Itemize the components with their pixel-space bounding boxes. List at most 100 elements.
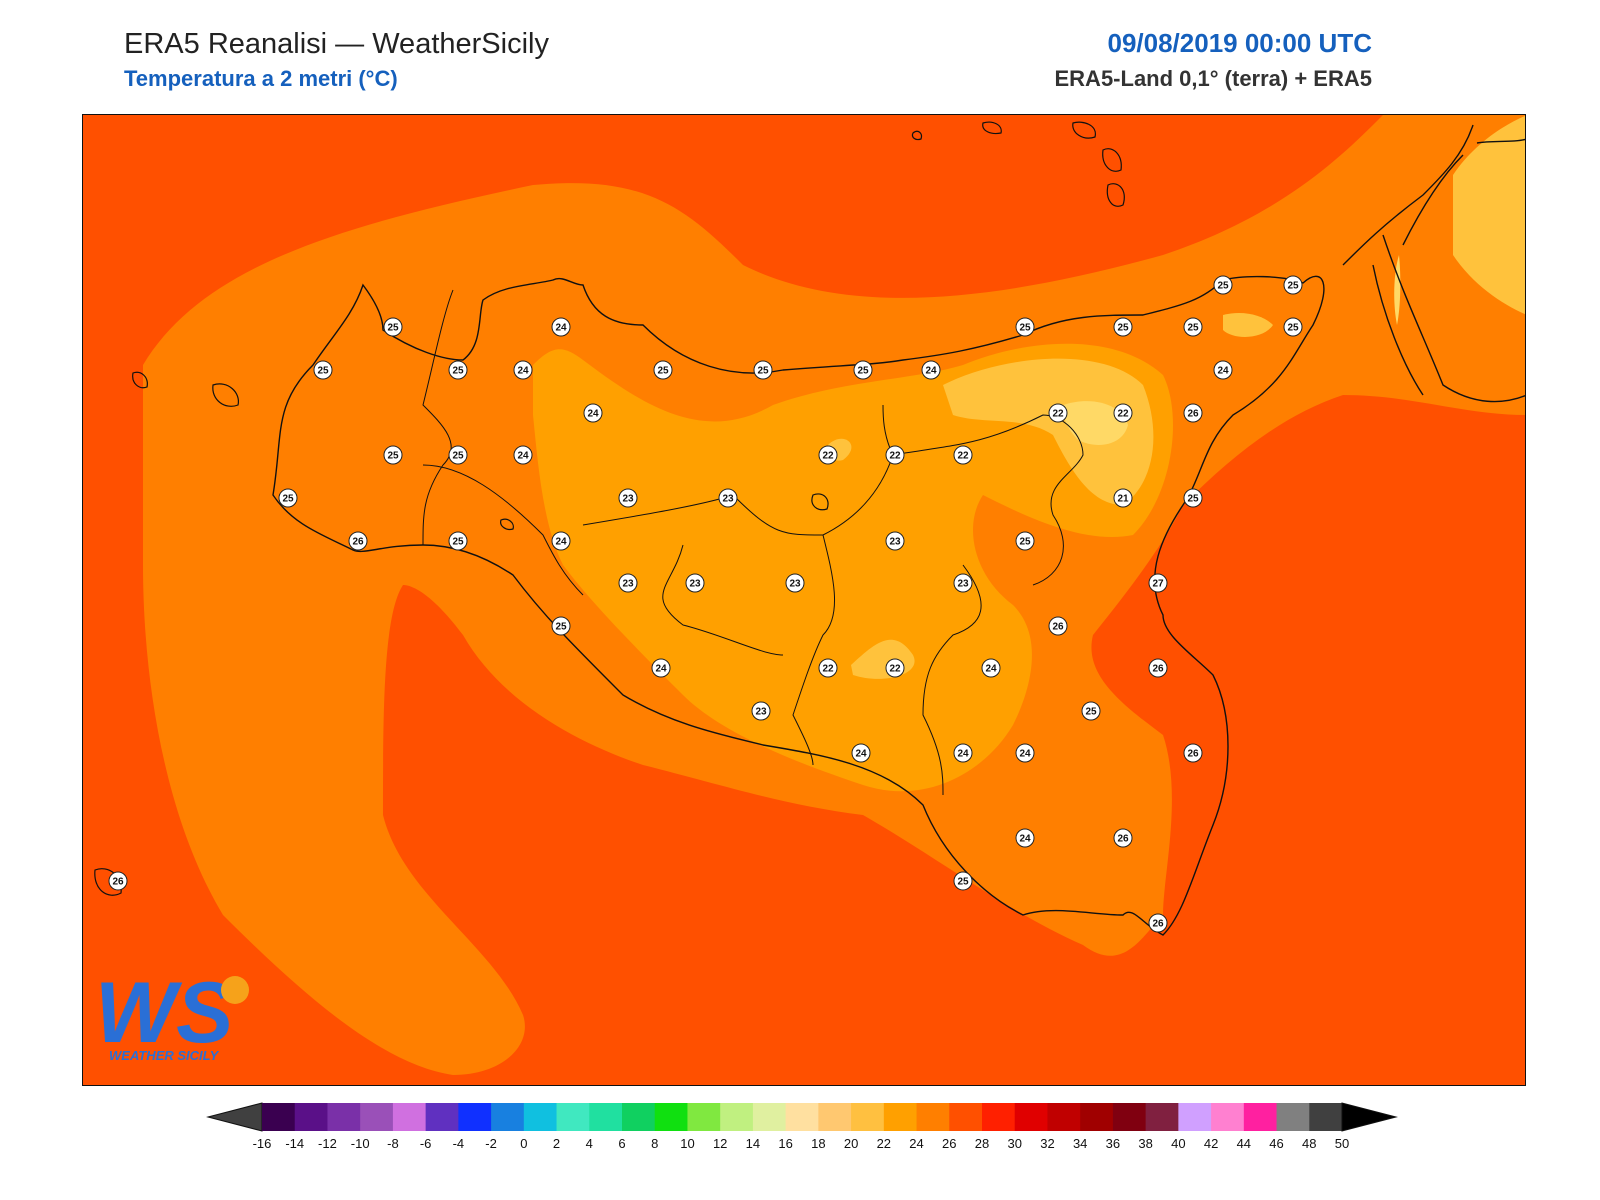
band-18-20 bbox=[1062, 401, 1128, 445]
station-value: 24 bbox=[1019, 749, 1031, 760]
band-20-22 bbox=[1453, 115, 1525, 315]
colorbar-tick-label: 40 bbox=[1171, 1136, 1185, 1151]
station-circle bbox=[313, 360, 333, 380]
station-circle bbox=[651, 658, 671, 678]
station-circle bbox=[751, 701, 771, 721]
colorbar-tick-label: 28 bbox=[975, 1136, 989, 1151]
station-circle bbox=[718, 488, 738, 508]
station-value: 26 bbox=[1187, 749, 1199, 760]
station-value: 25 bbox=[1287, 323, 1299, 334]
station-marker: 24 bbox=[513, 445, 533, 465]
station-circle bbox=[685, 573, 705, 593]
colorbar-cell bbox=[1178, 1103, 1212, 1131]
station-value: 25 bbox=[555, 622, 567, 633]
station-marker: 24 bbox=[1213, 360, 1233, 380]
station-value: 22 bbox=[1117, 409, 1129, 420]
station-marker: 21 bbox=[1113, 488, 1133, 508]
colorbar-tick-label: -4 bbox=[453, 1136, 465, 1151]
station-value: 25 bbox=[657, 366, 669, 377]
station-value: 27 bbox=[1152, 579, 1164, 590]
station-value: 22 bbox=[822, 451, 834, 462]
station-value: 24 bbox=[957, 749, 969, 760]
station-marker: 25 bbox=[551, 616, 571, 636]
colorbar-cell bbox=[1047, 1103, 1081, 1131]
station-value: 26 bbox=[112, 877, 124, 888]
station-circle bbox=[583, 403, 603, 423]
station-circle bbox=[885, 531, 905, 551]
station-circle bbox=[1213, 360, 1233, 380]
colorbar-tick-label: 48 bbox=[1302, 1136, 1316, 1151]
station-marker: 25 bbox=[1283, 317, 1303, 337]
colorbar-cell bbox=[1309, 1103, 1343, 1131]
station-marker: 25 bbox=[1183, 488, 1203, 508]
colorbar-tick-label: 20 bbox=[844, 1136, 858, 1151]
station-marker: 26 bbox=[348, 531, 368, 551]
colorbar-tick-label: 0 bbox=[520, 1136, 527, 1151]
station-circle bbox=[1113, 403, 1133, 423]
station-marker: 25 bbox=[1081, 701, 1101, 721]
station-circle bbox=[1015, 828, 1035, 848]
colorbar-cell bbox=[589, 1103, 623, 1131]
station-marker: 25 bbox=[853, 360, 873, 380]
station-circle bbox=[885, 445, 905, 465]
station-value: 25 bbox=[452, 451, 464, 462]
station-value: 22 bbox=[889, 451, 901, 462]
colorbar-tick-label: 42 bbox=[1204, 1136, 1218, 1151]
colorbar-cell bbox=[262, 1103, 296, 1131]
colorbar-cell bbox=[982, 1103, 1016, 1131]
station-circle bbox=[1183, 488, 1203, 508]
colorbar-tick-label: -8 bbox=[387, 1136, 399, 1151]
station-marker: 24 bbox=[921, 360, 941, 380]
station-value: 26 bbox=[1187, 409, 1199, 420]
station-circle bbox=[448, 445, 468, 465]
station-value: 25 bbox=[957, 877, 969, 888]
station-marker: 22 bbox=[1048, 403, 1068, 423]
station-value: 22 bbox=[1052, 409, 1064, 420]
colorbar-tick-label: 16 bbox=[778, 1136, 792, 1151]
colorbar-cell bbox=[523, 1103, 558, 1131]
station-value: 24 bbox=[655, 664, 667, 675]
station-marker: 26 bbox=[1148, 658, 1168, 678]
station-value: 25 bbox=[452, 537, 464, 548]
station-marker: 24 bbox=[651, 658, 671, 678]
station-circle bbox=[1283, 275, 1303, 295]
station-value: 25 bbox=[282, 494, 294, 505]
station-circle bbox=[1048, 616, 1068, 636]
station-value: 24 bbox=[517, 366, 529, 377]
colorbar-cell bbox=[392, 1103, 427, 1131]
station-circle bbox=[921, 360, 941, 380]
station-value: 23 bbox=[622, 494, 634, 505]
station-marker: 26 bbox=[108, 871, 128, 891]
station-value: 23 bbox=[689, 579, 701, 590]
data-source: ERA5-Land 0,1° (terra) + ERA5 bbox=[1054, 66, 1373, 91]
logo-mark: WS bbox=[95, 965, 234, 1061]
map-subtitle: Temperatura a 2 metri (°C) bbox=[124, 66, 398, 91]
colorbar-tick-label: -6 bbox=[420, 1136, 432, 1151]
colorbar-cell bbox=[1080, 1103, 1114, 1131]
station-value: 22 bbox=[889, 664, 901, 675]
station-circle bbox=[513, 360, 533, 380]
station-circle bbox=[448, 531, 468, 551]
station-circle bbox=[1015, 743, 1035, 763]
band-20-22 bbox=[1223, 313, 1273, 337]
station-marker: 23 bbox=[953, 573, 973, 593]
station-marker: 25 bbox=[448, 531, 468, 551]
station-marker: 24 bbox=[513, 360, 533, 380]
colorbar-tick-label: -2 bbox=[485, 1136, 497, 1151]
colorbar-cell bbox=[1243, 1103, 1278, 1131]
station-circle bbox=[348, 531, 368, 551]
colorbar-cell bbox=[491, 1103, 525, 1131]
station-marker: 24 bbox=[1015, 828, 1035, 848]
station-value: 25 bbox=[1117, 323, 1129, 334]
colorbar-tick-label: 30 bbox=[1007, 1136, 1021, 1151]
station-circle bbox=[953, 743, 973, 763]
station-circle bbox=[551, 531, 571, 551]
station-value: 23 bbox=[622, 579, 634, 590]
station-circle bbox=[853, 360, 873, 380]
band-20-22 bbox=[943, 358, 1154, 505]
station-marker: 23 bbox=[618, 488, 638, 508]
band-22-24 bbox=[533, 343, 1173, 792]
colorbar-tick-label: 2 bbox=[553, 1136, 560, 1151]
colorbar-tick-label: 46 bbox=[1269, 1136, 1283, 1151]
colorbar-cell bbox=[1014, 1103, 1048, 1131]
